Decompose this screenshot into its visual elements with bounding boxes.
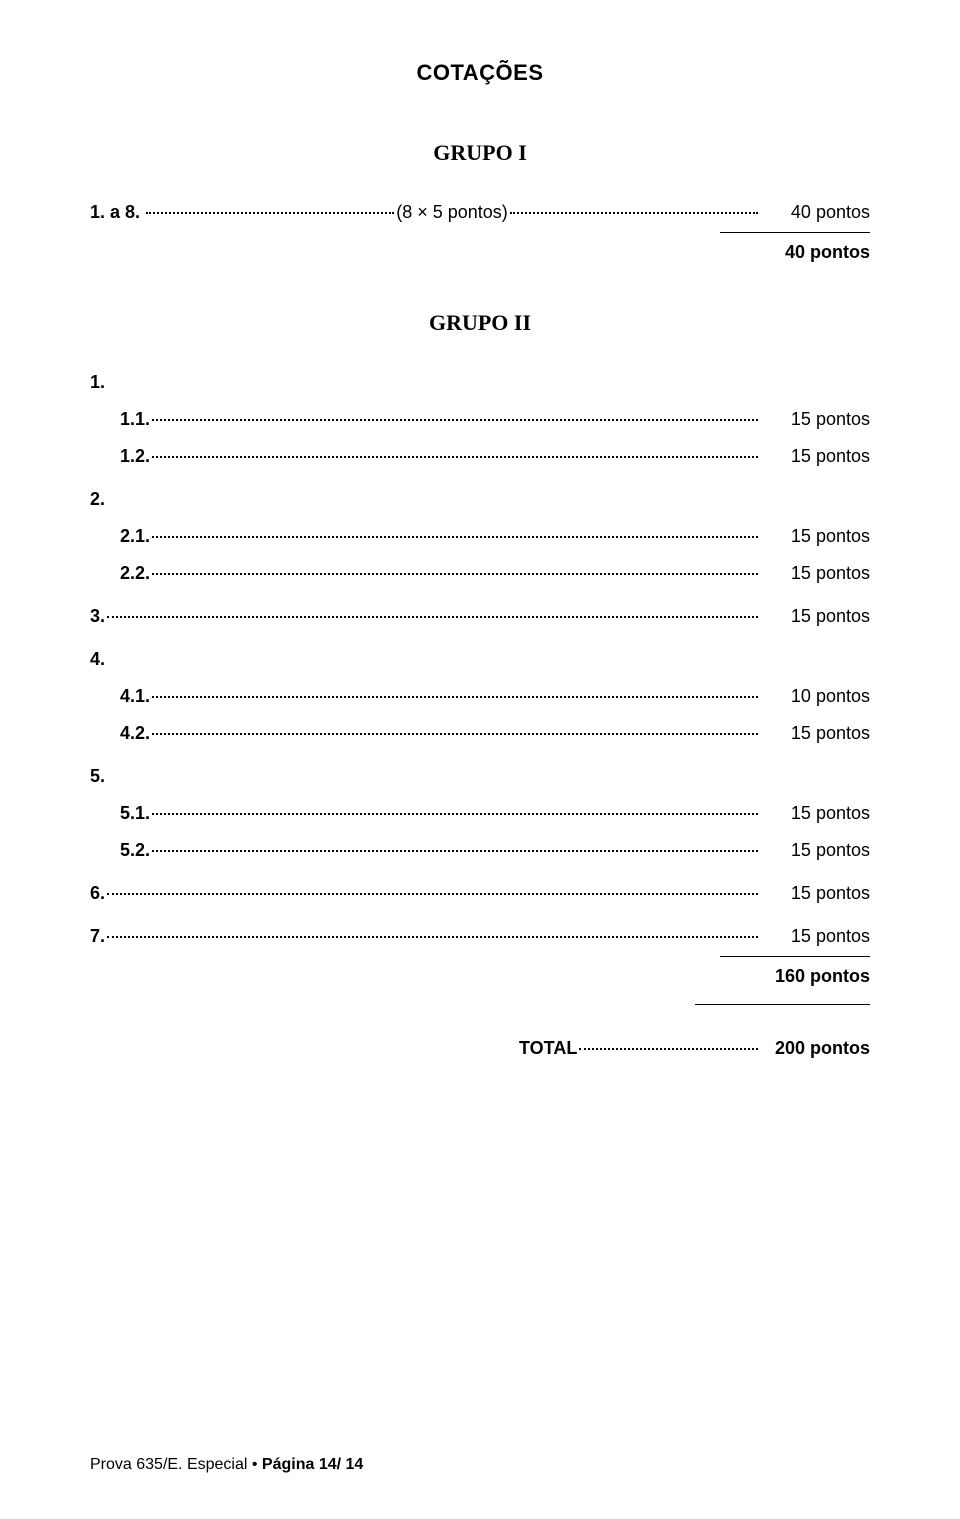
section-5: 5. 5.1. 15 pontos 5.2. 15 pontos xyxy=(90,763,870,864)
section-head: 2. xyxy=(90,486,870,513)
page: COTAÇÕES GRUPO I 1. a 8. (8 × 5 pontos) … xyxy=(0,0,960,1519)
row-value: 15 pontos xyxy=(760,603,870,630)
dots xyxy=(152,813,758,815)
table-row: 2.1. 15 pontos xyxy=(90,523,870,550)
row-value: 10 pontos xyxy=(760,683,870,710)
table-row: 4.2. 15 pontos xyxy=(90,720,870,747)
footer: Prova 635/E. Especial • Página 14/ 14 xyxy=(90,1456,363,1474)
group1-row-value: 40 pontos xyxy=(760,199,870,226)
dots xyxy=(152,419,758,421)
subtotal-rule xyxy=(720,232,870,233)
dots xyxy=(152,850,758,852)
row-value: 15 pontos xyxy=(760,443,870,470)
section-head: 1. xyxy=(90,369,870,396)
row-value: 15 pontos xyxy=(760,406,870,433)
dots xyxy=(146,212,394,214)
row-value: 15 pontos xyxy=(760,880,870,907)
row-label: 2.2. xyxy=(90,560,150,587)
page-title: COTAÇÕES xyxy=(90,60,870,86)
row-value: 15 pontos xyxy=(760,523,870,550)
section-head: 6. xyxy=(90,880,105,907)
group1-subtotal: 40 pontos xyxy=(90,239,870,266)
table-row: 4.1. 10 pontos xyxy=(90,683,870,710)
group2-heading: GRUPO II xyxy=(90,306,870,339)
content-area: GRUPO I 1. a 8. (8 × 5 pontos) 40 pontos… xyxy=(90,136,870,1062)
section-2: 2. 2.1. 15 pontos 2.2. 15 pontos xyxy=(90,486,870,587)
table-row: 1.1. 15 pontos xyxy=(90,406,870,433)
footer-left: Prova 635/E. Especial xyxy=(90,1456,247,1473)
subtotal-rule xyxy=(720,956,870,957)
dots xyxy=(107,893,758,895)
dots xyxy=(152,536,758,538)
section-6: 6. 15 pontos xyxy=(90,880,870,907)
row-value: 15 pontos xyxy=(760,923,870,950)
dots xyxy=(107,936,758,938)
dots xyxy=(107,616,758,618)
row-label: 2.1. xyxy=(90,523,150,550)
section-head: 7. xyxy=(90,923,105,950)
row-value: 15 pontos xyxy=(760,560,870,587)
row-label: 4.2. xyxy=(90,720,150,747)
row-label: 5.1. xyxy=(90,800,150,827)
group1-heading: GRUPO I xyxy=(90,136,870,169)
table-row: 5.2. 15 pontos xyxy=(90,837,870,864)
dots xyxy=(510,212,758,214)
section-4: 4. 4.1. 10 pontos 4.2. 15 pontos xyxy=(90,646,870,747)
dots xyxy=(152,456,758,458)
group1-row: 1. a 8. (8 × 5 pontos) 40 pontos xyxy=(90,199,870,226)
row-label: 5.2. xyxy=(90,837,150,864)
bullet-icon: • xyxy=(252,1456,262,1473)
group1-row-note: (8 × 5 pontos) xyxy=(396,199,508,226)
dots xyxy=(152,733,758,735)
row-label: 4.1. xyxy=(90,683,150,710)
table-row: 1.2. 15 pontos xyxy=(90,443,870,470)
section-head: 4. xyxy=(90,646,870,673)
group2-subtotal: 160 pontos xyxy=(90,963,870,990)
table-row: 2.2. 15 pontos xyxy=(90,560,870,587)
row-value: 15 pontos xyxy=(760,800,870,827)
dots xyxy=(152,573,758,575)
table-row: 5.1. 15 pontos xyxy=(90,800,870,827)
section-1: 1. 1.1. 15 pontos 1.2. 15 pontos xyxy=(90,369,870,470)
total-row: TOTAL 200 pontos xyxy=(90,1035,870,1062)
group1-row-label: 1. a 8. xyxy=(90,199,140,226)
dots xyxy=(152,696,758,698)
footer-right: Página 14/ 14 xyxy=(262,1456,363,1473)
section-head: 3. xyxy=(90,603,105,630)
row-label: 1.1. xyxy=(90,406,150,433)
total-top-rule xyxy=(695,1004,870,1005)
section-7: 7. 15 pontos xyxy=(90,923,870,950)
total-value: 200 pontos xyxy=(760,1035,870,1062)
dots xyxy=(579,1048,758,1050)
row-value: 15 pontos xyxy=(760,720,870,747)
section-head: 5. xyxy=(90,763,870,790)
section-3: 3. 15 pontos xyxy=(90,603,870,630)
row-label: 1.2. xyxy=(90,443,150,470)
row-value: 15 pontos xyxy=(760,837,870,864)
total-label: TOTAL xyxy=(519,1035,577,1062)
